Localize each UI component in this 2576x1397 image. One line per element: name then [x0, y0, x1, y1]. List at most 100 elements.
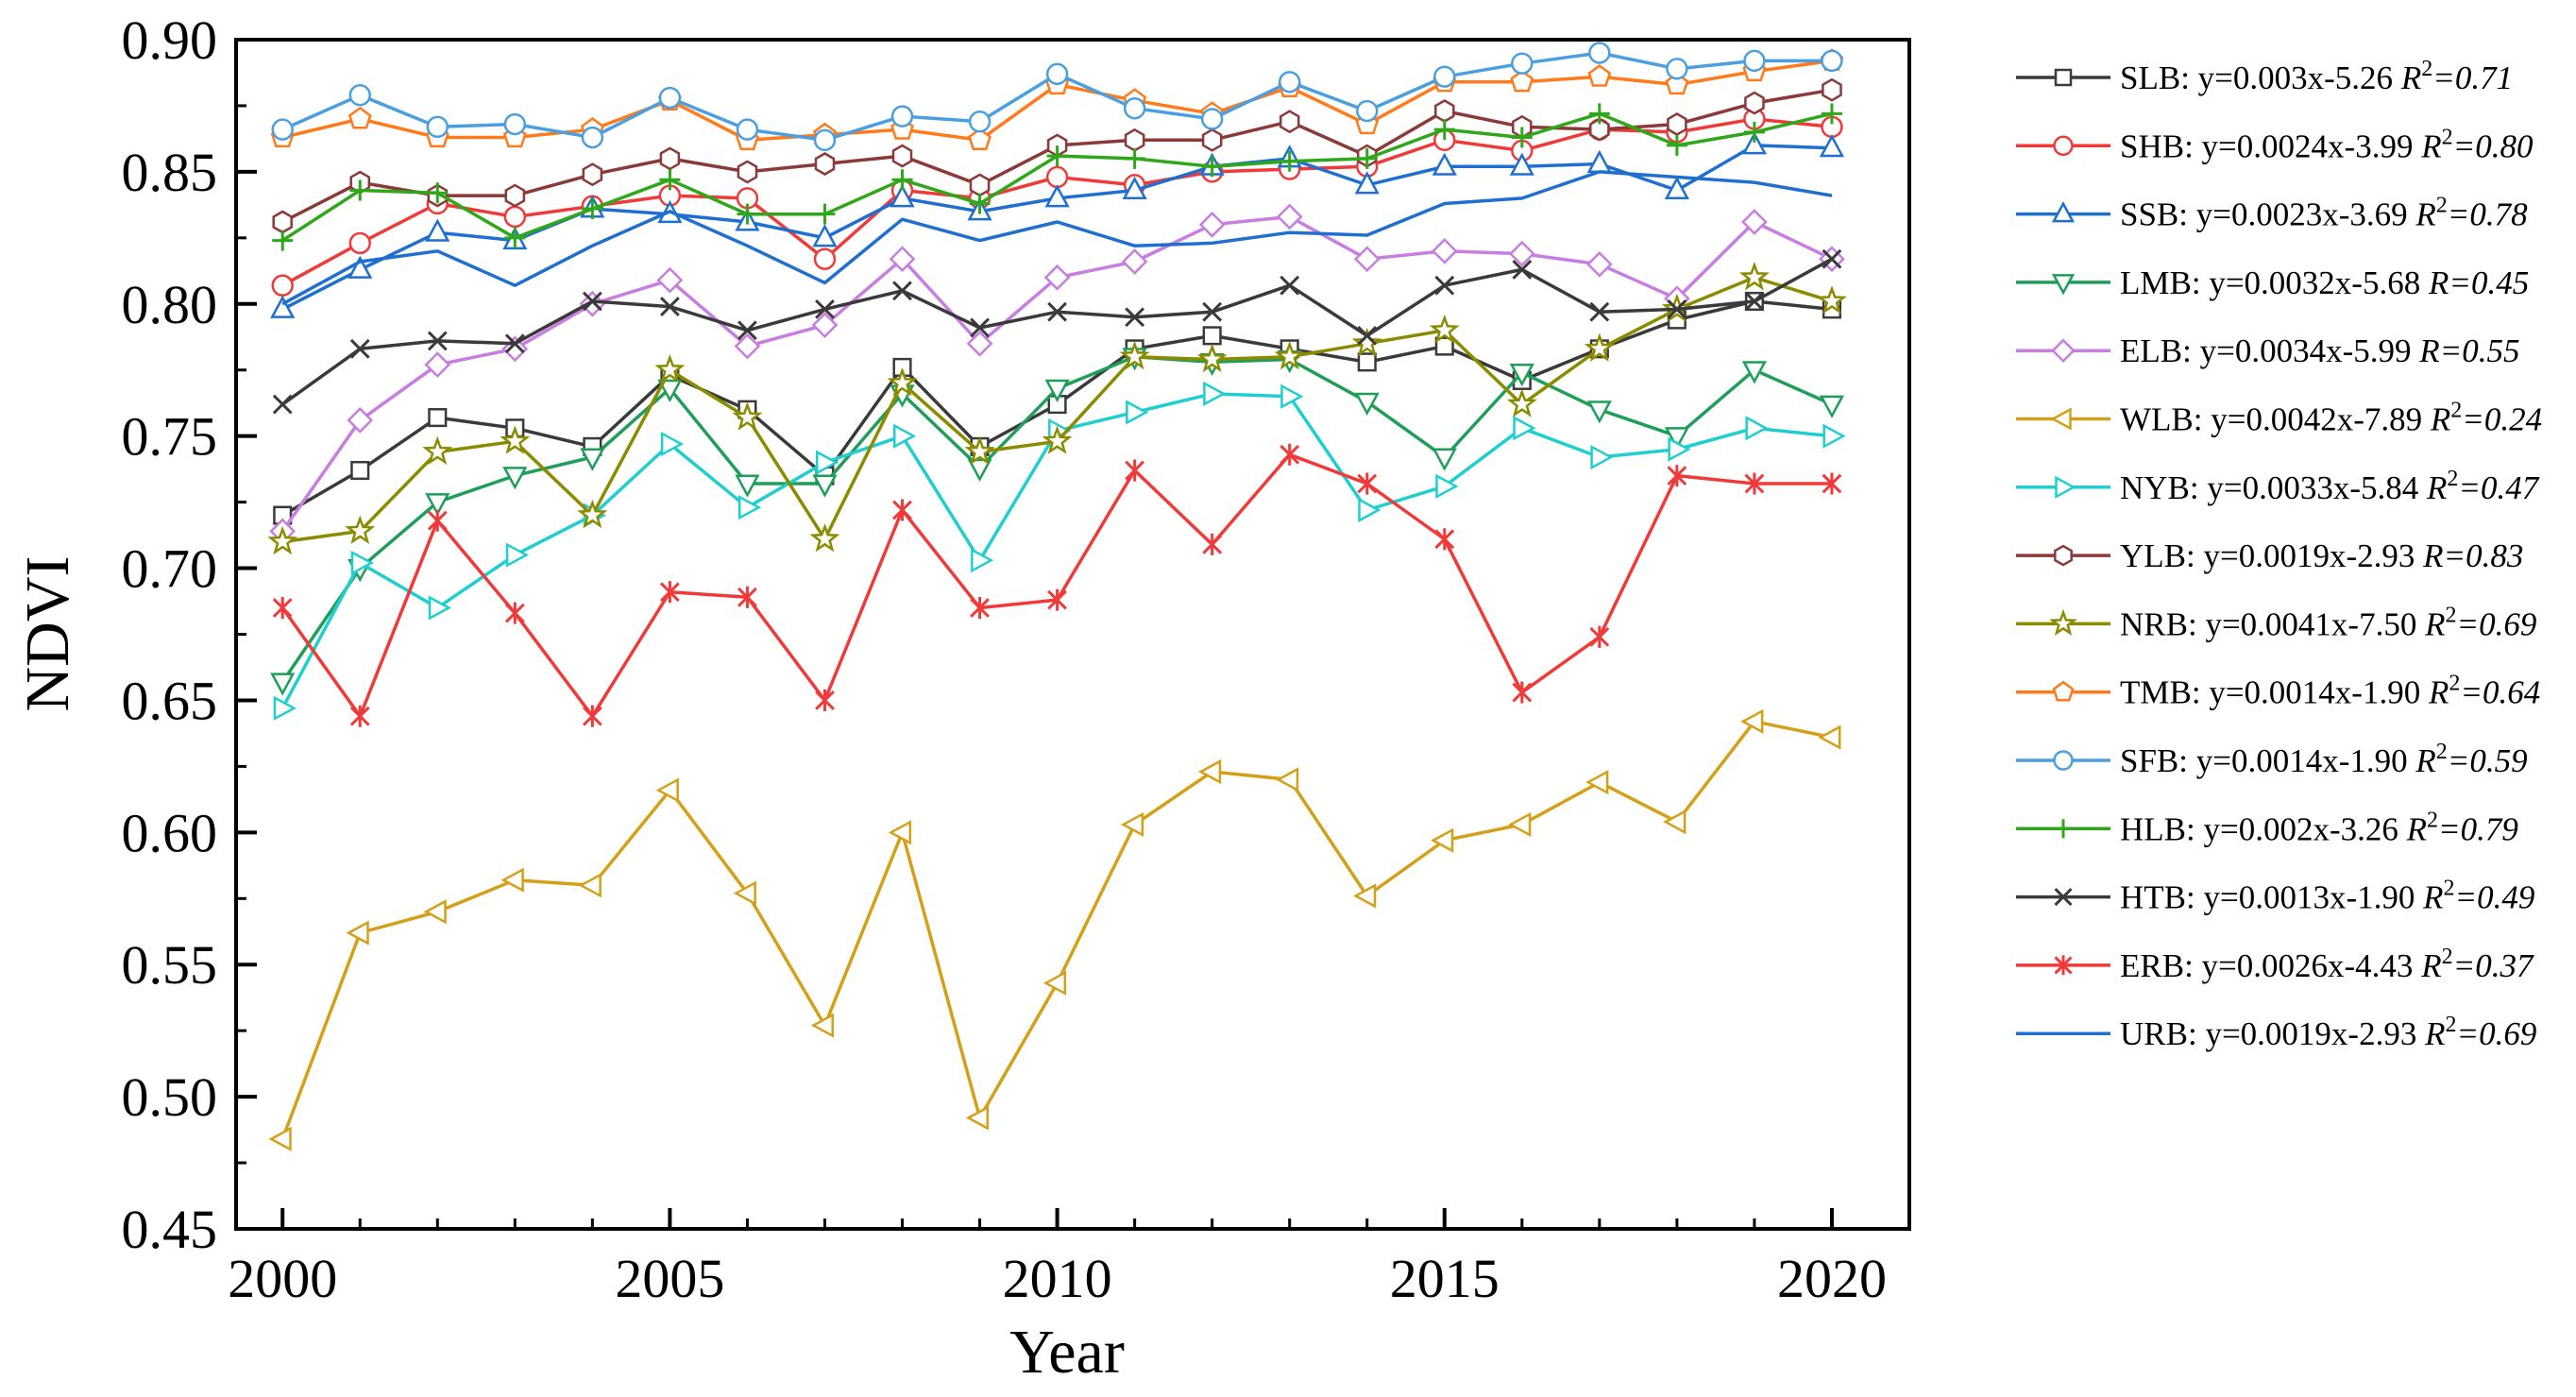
legend-label: HTB: y=0.0013x-1.90 R2=0.49	[2120, 877, 2534, 916]
data-point-marker	[1508, 811, 1532, 838]
legend-entry-urb: URB: y=0.0019x-2.93 R2=0.69	[2016, 1013, 2536, 1052]
data-point-marker	[577, 499, 608, 529]
x-axis-title: Year	[1009, 1318, 1125, 1387]
data-point-marker	[810, 1013, 834, 1038]
data-point-marker	[2055, 475, 2076, 499]
data-point-marker	[422, 435, 453, 465]
legend-r-label: R	[2418, 332, 2439, 369]
legend-r-label: R	[2424, 1015, 2445, 1052]
data-point-marker	[1121, 248, 1148, 275]
data-point-marker	[733, 880, 756, 906]
data-point-marker	[272, 596, 293, 620]
data-point-marker	[891, 144, 913, 168]
data-point-marker	[1431, 237, 1458, 264]
data-point-marker	[812, 474, 838, 498]
y-tick-label: 0.45	[122, 1199, 218, 1260]
legend-equation: NYB: y=0.0033x-5.84	[2120, 469, 2427, 506]
data-point-marker	[1356, 147, 1378, 169]
legend-equation: SSB: y=0.0023x-3.69	[2120, 196, 2415, 233]
data-point-marker	[1201, 128, 1223, 152]
y-tick-labels: 0.45 0.50 0.55 0.60 0.65 0.70 0.75 0.80 0.85 0.90	[122, 9, 218, 1260]
legend-r-superscript: 2	[2445, 603, 2456, 627]
data-point-marker	[271, 118, 294, 141]
series-layer	[267, 42, 1847, 1151]
data-point-marker	[1585, 250, 1613, 278]
series-sfb	[271, 42, 1843, 152]
data-point-marker	[427, 509, 448, 532]
legend-r-value: =0.59	[2448, 742, 2528, 779]
data-point-marker	[1435, 473, 1459, 499]
data-point-marker	[2053, 135, 2074, 157]
data-point-marker	[349, 338, 370, 359]
data-point-marker	[1586, 149, 1612, 173]
data-point-marker	[1279, 71, 1301, 94]
legend-equation: TMB: y=0.0014x-1.90	[2120, 674, 2429, 711]
data-point-marker	[1434, 528, 1455, 551]
y-axis-title: NDVI	[13, 556, 82, 712]
data-point-marker	[1357, 325, 1378, 346]
data-point-marker	[1353, 883, 1377, 909]
data-point-marker	[1200, 108, 1224, 130]
legend-r-value: =0.71	[2432, 60, 2513, 96]
data-point-marker	[1434, 275, 1455, 296]
data-point-marker	[1508, 240, 1535, 267]
data-point-marker	[892, 281, 912, 301]
data-point-marker	[346, 920, 369, 946]
data-point-marker	[2051, 200, 2076, 223]
data-point-marker	[582, 705, 602, 727]
legend-label: ELB: y=0.0034x-5.99 R=0.55	[2120, 332, 2520, 369]
legend-entry-shb: SHB: y=0.0024x-3.99 R2=0.80	[2016, 125, 2534, 164]
data-point-marker	[2054, 544, 2073, 567]
data-point-marker	[2054, 819, 2073, 839]
legend-r-value: =0.37	[2453, 947, 2534, 984]
data-point-marker	[970, 317, 990, 338]
legend-r-value: =0.80	[2453, 128, 2534, 164]
y-tick-label: 0.90	[122, 9, 218, 71]
data-point-marker	[500, 425, 531, 454]
legend-r-superscript: 2	[2447, 467, 2458, 491]
data-point-marker	[1357, 472, 1378, 495]
legend-label: HLB: y=0.002x-3.26 R2=0.79	[2120, 808, 2518, 847]
legend-r-label: R	[2400, 60, 2421, 96]
data-point-marker	[814, 152, 836, 176]
data-point-marker	[349, 179, 371, 201]
data-point-marker	[970, 596, 990, 620]
series-erb	[272, 443, 1842, 727]
data-point-marker	[1047, 588, 1068, 611]
data-point-marker	[737, 203, 758, 225]
data-point-marker	[736, 118, 759, 141]
axis-ticks	[236, 38, 1834, 1231]
data-point-marker	[1045, 62, 1069, 86]
data-point-marker	[1510, 69, 1534, 93]
data-point-marker	[1664, 176, 1689, 199]
data-point-marker	[1280, 443, 1300, 466]
data-point-marker	[657, 379, 683, 403]
data-point-marker	[1120, 811, 1144, 838]
data-point-marker	[814, 203, 836, 225]
data-point-marker	[1046, 145, 1068, 167]
data-point-marker	[1433, 119, 1455, 141]
data-point-marker	[1589, 301, 1610, 322]
data-point-marker	[1429, 315, 1460, 344]
data-point-marker	[889, 246, 916, 273]
data-point-marker	[1043, 264, 1071, 291]
data-point-marker	[273, 695, 297, 721]
legend-label: NYB: y=0.0033x-5.84 R2=0.47	[2120, 467, 2540, 506]
data-point-marker	[893, 423, 917, 449]
legend-r-superscript: 2	[2427, 808, 2438, 832]
legend-entry-sfb: SFB: y=0.0014x-1.90 R2=0.59	[2016, 740, 2528, 779]
data-point-marker	[815, 298, 835, 319]
legend-r-value: =0.78	[2448, 196, 2528, 233]
data-point-marker	[1202, 533, 1223, 555]
legend-r-value: =0.45	[2449, 264, 2529, 301]
data-point-marker	[1584, 332, 1615, 362]
data-point-marker	[1819, 133, 1845, 158]
data-point-marker	[428, 408, 448, 428]
data-point-marker	[1202, 301, 1223, 322]
data-point-marker	[1279, 150, 1300, 172]
data-point-marker	[1434, 336, 1454, 356]
series-hlb	[272, 103, 1842, 251]
data-point-marker	[1744, 91, 1765, 115]
data-point-marker	[582, 198, 603, 220]
data-point-marker	[1509, 152, 1534, 176]
